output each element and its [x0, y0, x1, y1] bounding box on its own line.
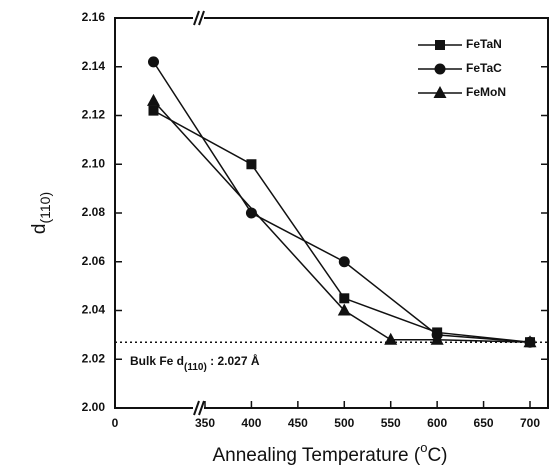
data-point: [148, 56, 159, 68]
reference-label: Bulk Fe d(110) : 2.027 Å: [130, 353, 260, 372]
x-tick-label: 700: [520, 416, 540, 430]
x-tick-label: 0: [112, 416, 119, 430]
x-tick-label: 400: [241, 416, 261, 430]
data-point: [338, 256, 350, 268]
data-point: [147, 93, 160, 106]
y-tick-label: 2.00: [82, 400, 106, 414]
data-point: [523, 335, 537, 348]
x-tick-label: 600: [427, 416, 447, 430]
x-tick-label: 500: [334, 416, 354, 430]
data-point: [430, 332, 444, 345]
data-point: [339, 293, 350, 304]
legend-marker: [433, 86, 447, 98]
axis-break-mark: [193, 400, 200, 416]
series-line: [152, 100, 531, 343]
x-tick-label: 650: [474, 416, 494, 430]
y-axis-title: d(110): [29, 192, 53, 234]
legend-marker: [434, 63, 446, 75]
data-point: [246, 159, 257, 170]
axis-break-mark: [198, 10, 205, 26]
data-point: [337, 303, 351, 316]
legend-marker: [435, 40, 445, 50]
reference-label-part: : 2.027 Å: [207, 353, 260, 368]
plot-frame: [114, 17, 549, 409]
axis-break-gap: [193, 402, 204, 414]
data-point: [148, 105, 159, 116]
x-tick-label: 450: [288, 416, 308, 430]
legend-label: FeMoN: [466, 85, 506, 99]
y-tick-label: 2.04: [82, 303, 106, 317]
data-point: [245, 207, 257, 219]
y-tick-label: 2.08: [82, 205, 106, 219]
reference-label-part: Bulk Fe d: [130, 354, 184, 368]
axis-break-mark: [193, 10, 200, 26]
data-point: [384, 332, 398, 345]
x-axis-title: Annealing Temperature (oC): [212, 440, 447, 466]
legend-label: FeTaC: [466, 61, 502, 75]
y-tick-label: 2.16: [82, 10, 106, 24]
y-tick-label: 2.14: [82, 59, 106, 73]
y-tick-label: 2.02: [82, 351, 106, 365]
axis-break-mark: [198, 400, 205, 416]
axis-break-gap: [193, 12, 204, 24]
reference-label-part: (110): [184, 362, 207, 373]
y-tick-label: 2.12: [82, 108, 106, 122]
y-tick-label: 2.10: [82, 156, 106, 170]
y-tick-label: 2.06: [82, 254, 106, 268]
legend-label: FeTaN: [466, 37, 502, 51]
x-tick-label: 550: [381, 416, 401, 430]
x-tick-label: 350: [195, 416, 215, 430]
